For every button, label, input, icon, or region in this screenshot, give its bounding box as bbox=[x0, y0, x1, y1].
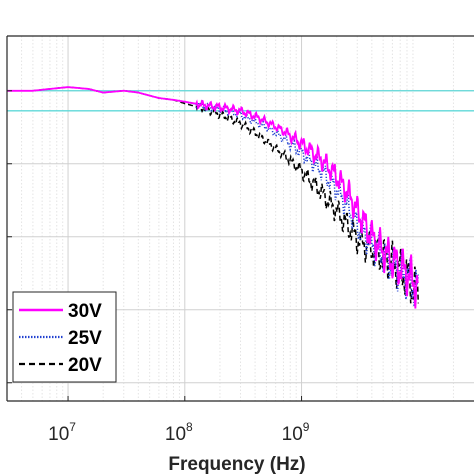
minor-grid bbox=[21, 36, 454, 401]
series-lines bbox=[7, 86, 420, 309]
x-tick-labels: 107 108 109 bbox=[48, 420, 310, 445]
series-line-30V bbox=[7, 86, 420, 309]
x-axis-label: Frequency (Hz) bbox=[168, 454, 305, 474]
legend-label-20V: 20V bbox=[68, 355, 102, 376]
x-tick-label: 108 bbox=[165, 420, 193, 445]
series-line-25V bbox=[7, 86, 420, 307]
axes bbox=[6, 35, 474, 402]
legend-box bbox=[12, 291, 117, 383]
x-tick-label: 109 bbox=[282, 420, 310, 445]
x-tick-label: 107 bbox=[48, 420, 76, 445]
legend-label-30V: 30V bbox=[68, 301, 102, 322]
legend-label-25V: 25V bbox=[68, 328, 102, 349]
legend: 30V 25V 20V bbox=[12, 291, 117, 383]
